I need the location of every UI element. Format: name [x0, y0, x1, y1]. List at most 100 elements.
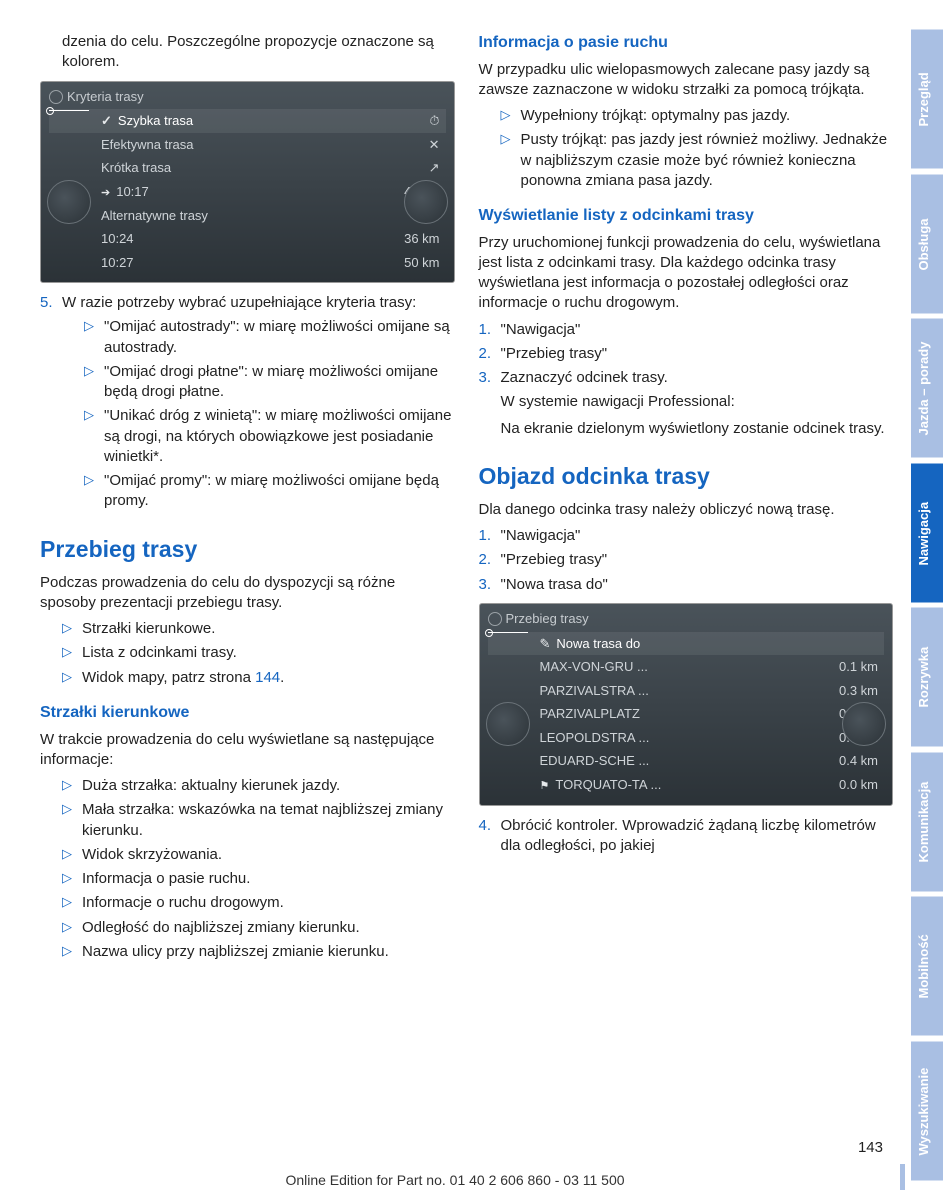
tab-nawigacja[interactable]: Nawigacja: [911, 464, 943, 603]
triangle-icon: ▷: [84, 317, 104, 358]
right-column: Informacja o pasie ruchu W przypadku uli…: [479, 32, 894, 1190]
page-number: 143: [858, 1138, 883, 1158]
list-text: "Omijać promy": w miarę możliwości omija…: [104, 471, 455, 512]
triangle-icon: ▷: [62, 800, 82, 841]
numbered-item: 3.Zaznaczyć odcinek trasy.: [479, 368, 894, 388]
page-link[interactable]: 144: [255, 669, 280, 686]
joystick-right-icon: [842, 702, 886, 746]
step-text: "Nawigacja": [501, 320, 894, 340]
tab-mobilno-[interactable]: Mobilność: [911, 897, 943, 1036]
triangle-icon: ▷: [84, 471, 104, 512]
paragraph: W trakcie prowadzenia do celu wyświetlan…: [40, 730, 455, 771]
tab-rozrywka[interactable]: Rozrywka: [911, 608, 943, 747]
numbered-item: 2."Przebieg trasy": [479, 344, 894, 364]
joystick-right-icon: [404, 180, 448, 224]
tab-przegl-d[interactable]: Przegląd: [911, 30, 943, 169]
list-text: Duża strzałka: aktualny kierunek jazdy.: [82, 776, 455, 796]
list-text: Nazwa ulicy przy najbliższej zmianie kie…: [82, 942, 455, 962]
step-text: "Nowa trasa do": [501, 575, 894, 595]
list-text: Informacja o pasie ruchu.: [82, 869, 455, 889]
step-number: 3.: [479, 575, 501, 595]
step-number: 1.: [479, 320, 501, 340]
step-5: 5. W razie potrzeby wybrać uzupełniające…: [40, 293, 455, 313]
list-item: ▷ Widok mapy, patrz strona 144.: [40, 668, 455, 688]
step-text: W razie potrzeby wybrać uzupełniające kr…: [62, 293, 455, 313]
tab-wyszukiwanie[interactable]: Wyszukiwanie: [911, 1042, 943, 1181]
list-item: ▷Wypełniony trójkąt: optymalny pas jazdy…: [479, 106, 894, 126]
list-text: "Omijać autostrady": w miarę możliwości …: [104, 317, 455, 358]
list-item: ▷Lista z odcinkami trasy.: [40, 643, 455, 663]
heading-przebieg: Przebieg trasy: [40, 534, 455, 565]
triangle-icon: ▷: [62, 893, 82, 913]
list-text: Lista z odcinkami trasy.: [82, 643, 455, 663]
screenshot-title: Kryteria trasy: [49, 88, 446, 106]
list-item: ▷Odległość do najbliższej zmiany kierunk…: [40, 918, 455, 938]
step-text: Obrócić kontroler. Wprowadzić żądaną lic…: [501, 816, 894, 857]
screenshot-row: PARZIVALPLATZ0.1 km: [488, 702, 885, 726]
tab-jazda-porady[interactable]: Jazda – porady: [911, 319, 943, 458]
leader-line: [49, 110, 89, 111]
list-text: Widok skrzyżowania.: [82, 845, 455, 865]
list-text: Informacje o ruchu drogowym.: [82, 893, 455, 913]
step-text: "Nawigacja": [501, 526, 894, 546]
list-text: Pusty trójkąt: pas jazdy jest również mo…: [521, 130, 894, 191]
triangle-icon: ▷: [62, 643, 82, 663]
step-text: "Przebieg trasy": [501, 550, 894, 570]
triangle-icon: ▷: [62, 869, 82, 889]
triangle-icon: ▷: [501, 130, 521, 191]
numbered-item: 4.Obrócić kontroler. Wprowadzić żądaną l…: [479, 816, 894, 857]
left-column: dzenia do celu. Poszczególne propozycje …: [40, 32, 455, 1190]
nav-screenshot-criteria: Kryteria trasy Szybka trasa⏱Efektywna tr…: [40, 81, 455, 284]
screenshot-row: Nowa trasa do: [488, 632, 885, 656]
list-item: ▷"Omijać drogi płatne": w miarę możliwoś…: [40, 362, 455, 403]
triangle-icon: ▷: [84, 362, 104, 403]
text-fragment: Widok mapy, patrz strona: [82, 669, 255, 686]
screenshot-title: Przebieg trasy: [488, 610, 885, 628]
list-item: ▷"Omijać autostrady": w miarę możliwości…: [40, 317, 455, 358]
screenshot-row: 10:2436 km: [49, 227, 446, 251]
list-item: ▷Nazwa ulicy przy najbliższej zmianie ki…: [40, 942, 455, 962]
list-item: ▷Informacje o ruchu drogowym.: [40, 893, 455, 913]
step-number: 2.: [479, 344, 501, 364]
screenshot-row: EDUARD-SCHE ...0.4 km: [488, 749, 885, 773]
page: dzenia do celu. Poszczególne propozycje …: [0, 0, 943, 1200]
list-item: ▷Duża strzałka: aktualny kierunek jazdy.: [40, 776, 455, 796]
screenshot-row: TORQUATO-TA ...0.0 km: [488, 773, 885, 797]
paragraph: W przypadku ulic wielopasmowych zalecane…: [479, 60, 894, 101]
step-number: 4.: [479, 816, 501, 857]
triangle-icon: ▷: [62, 776, 82, 796]
screenshot-row: PARZIVALSTRA ...0.3 km: [488, 679, 885, 703]
numbered-item: 1."Nawigacja": [479, 526, 894, 546]
triangle-icon: ▷: [62, 668, 82, 688]
heading-lista-odcinki: Wyświetlanie listy z odcinkami trasy: [479, 205, 894, 227]
triangle-icon: ▷: [62, 942, 82, 962]
numbered-item: 2."Przebieg trasy": [479, 550, 894, 570]
numbered-item: 1."Nawigacja": [479, 320, 894, 340]
footer-text: Online Edition for Part no. 01 40 2 606 …: [0, 1171, 910, 1190]
screenshot-row: Krótka trasa↗: [49, 156, 446, 180]
step-number: 2.: [479, 550, 501, 570]
note-text: W systemie nawigacji Professional:: [479, 392, 894, 412]
tab-komunikacja[interactable]: Komunikacja: [911, 753, 943, 892]
joystick-left-icon: [47, 180, 91, 224]
tab-obs-uga[interactable]: Obsługa: [911, 175, 943, 314]
screenshot-row: 10:1744 km: [49, 180, 446, 204]
screenshot-row: Efektywna trasa✕: [49, 133, 446, 157]
list-text: Wypełniony trójkąt: optymalny pas jazdy.: [521, 106, 894, 126]
nav-screenshot-przebieg: Przebieg trasy Nowa trasa doMAX-VON-GRU …: [479, 603, 894, 806]
text-fragment: .: [280, 669, 284, 686]
list-item: ▷"Unikać dróg z winietą": w miarę możliw…: [40, 406, 455, 467]
triangle-icon: ▷: [84, 406, 104, 467]
content-area: dzenia do celu. Poszczególne propozycje …: [0, 0, 911, 1200]
list-text: "Omijać drogi płatne": w miarę możliwośc…: [104, 362, 455, 403]
list-item: ▷"Omijać promy": w miarę możliwości omij…: [40, 471, 455, 512]
step-number: 3.: [479, 368, 501, 388]
list-item: ▷Pusty trójkąt: pas jazdy jest również m…: [479, 130, 894, 191]
list-text: Strzałki kierunkowe.: [82, 619, 455, 639]
step-number: 5.: [40, 293, 62, 313]
triangle-icon: ▷: [62, 845, 82, 865]
joystick-left-icon: [486, 702, 530, 746]
paragraph: Dla danego odcinka trasy należy obliczyć…: [479, 500, 894, 520]
list-text: Mała strzałka: wskazówka na temat najbli…: [82, 800, 455, 841]
step-number: 1.: [479, 526, 501, 546]
